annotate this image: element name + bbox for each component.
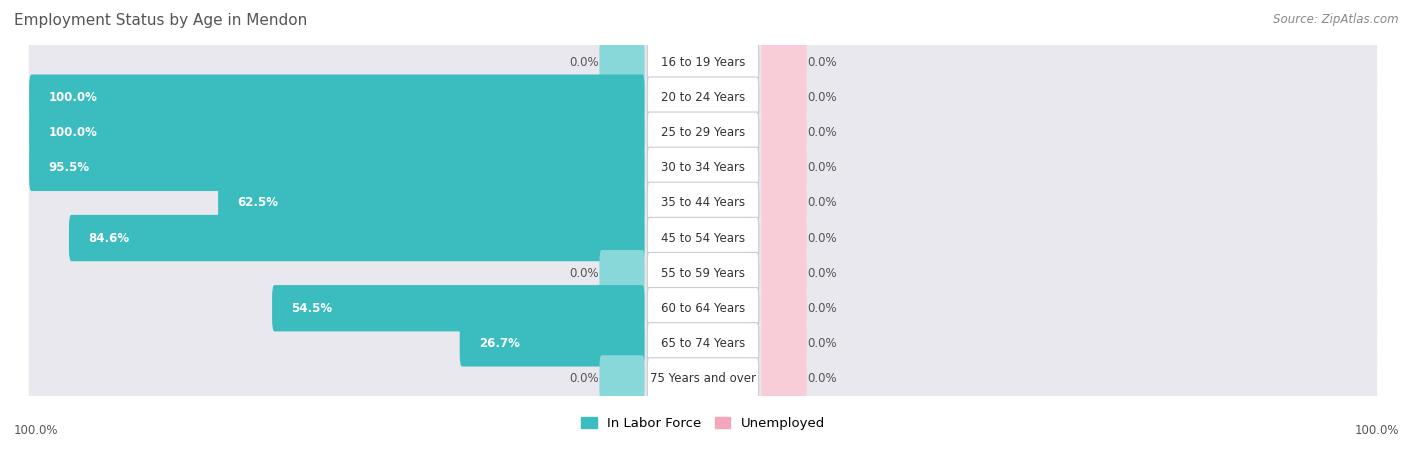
- FancyBboxPatch shape: [28, 244, 1378, 302]
- FancyBboxPatch shape: [599, 356, 644, 401]
- Text: 0.0%: 0.0%: [807, 302, 837, 315]
- Text: 0.0%: 0.0%: [569, 372, 599, 385]
- FancyBboxPatch shape: [69, 215, 644, 261]
- FancyBboxPatch shape: [647, 112, 759, 153]
- FancyBboxPatch shape: [762, 145, 807, 191]
- FancyBboxPatch shape: [647, 358, 759, 399]
- FancyBboxPatch shape: [762, 75, 807, 121]
- FancyBboxPatch shape: [28, 34, 1378, 91]
- Text: 0.0%: 0.0%: [807, 56, 837, 69]
- FancyBboxPatch shape: [647, 252, 759, 294]
- Text: 30 to 34 Years: 30 to 34 Years: [661, 162, 745, 174]
- Text: 95.5%: 95.5%: [48, 162, 90, 174]
- FancyBboxPatch shape: [218, 180, 644, 226]
- Text: Source: ZipAtlas.com: Source: ZipAtlas.com: [1274, 14, 1399, 27]
- Text: 20 to 24 Years: 20 to 24 Years: [661, 91, 745, 104]
- Text: 55 to 59 Years: 55 to 59 Years: [661, 267, 745, 279]
- Text: 100.0%: 100.0%: [48, 126, 97, 139]
- FancyBboxPatch shape: [599, 250, 644, 296]
- FancyBboxPatch shape: [647, 288, 759, 329]
- Text: 0.0%: 0.0%: [807, 232, 837, 244]
- Text: Employment Status by Age in Mendon: Employment Status by Age in Mendon: [14, 14, 308, 28]
- Text: 60 to 64 Years: 60 to 64 Years: [661, 302, 745, 315]
- FancyBboxPatch shape: [762, 320, 807, 366]
- FancyBboxPatch shape: [28, 104, 1378, 162]
- Text: 16 to 19 Years: 16 to 19 Years: [661, 56, 745, 69]
- Text: 0.0%: 0.0%: [569, 56, 599, 69]
- Text: 84.6%: 84.6%: [89, 232, 129, 244]
- Text: 0.0%: 0.0%: [807, 197, 837, 209]
- Text: 0.0%: 0.0%: [807, 267, 837, 279]
- FancyBboxPatch shape: [762, 180, 807, 226]
- FancyBboxPatch shape: [460, 320, 644, 366]
- FancyBboxPatch shape: [30, 145, 644, 191]
- FancyBboxPatch shape: [647, 217, 759, 259]
- Text: 26.7%: 26.7%: [479, 337, 520, 350]
- FancyBboxPatch shape: [28, 69, 1378, 126]
- Text: 62.5%: 62.5%: [238, 197, 278, 209]
- Text: 100.0%: 100.0%: [14, 423, 59, 436]
- FancyBboxPatch shape: [28, 350, 1378, 407]
- FancyBboxPatch shape: [762, 250, 807, 296]
- Text: 35 to 44 Years: 35 to 44 Years: [661, 197, 745, 209]
- FancyBboxPatch shape: [647, 77, 759, 118]
- Text: 75 Years and over: 75 Years and over: [650, 372, 756, 385]
- FancyBboxPatch shape: [647, 323, 759, 364]
- Text: 0.0%: 0.0%: [807, 91, 837, 104]
- Text: 0.0%: 0.0%: [569, 267, 599, 279]
- Text: 0.0%: 0.0%: [807, 162, 837, 174]
- Text: 25 to 29 Years: 25 to 29 Years: [661, 126, 745, 139]
- Text: 0.0%: 0.0%: [807, 126, 837, 139]
- FancyBboxPatch shape: [647, 182, 759, 224]
- Text: 100.0%: 100.0%: [48, 91, 97, 104]
- Text: 0.0%: 0.0%: [807, 337, 837, 350]
- FancyBboxPatch shape: [762, 110, 807, 156]
- FancyBboxPatch shape: [273, 285, 644, 331]
- Legend: In Labor Force, Unemployed: In Labor Force, Unemployed: [575, 411, 831, 435]
- FancyBboxPatch shape: [762, 285, 807, 331]
- FancyBboxPatch shape: [762, 40, 807, 86]
- FancyBboxPatch shape: [599, 40, 644, 86]
- FancyBboxPatch shape: [762, 356, 807, 401]
- FancyBboxPatch shape: [647, 147, 759, 189]
- FancyBboxPatch shape: [28, 139, 1378, 197]
- FancyBboxPatch shape: [28, 174, 1378, 232]
- Text: 65 to 74 Years: 65 to 74 Years: [661, 337, 745, 350]
- FancyBboxPatch shape: [30, 75, 644, 121]
- FancyBboxPatch shape: [30, 110, 644, 156]
- FancyBboxPatch shape: [28, 315, 1378, 372]
- Text: 45 to 54 Years: 45 to 54 Years: [661, 232, 745, 244]
- FancyBboxPatch shape: [28, 209, 1378, 267]
- Text: 0.0%: 0.0%: [807, 372, 837, 385]
- FancyBboxPatch shape: [28, 279, 1378, 337]
- FancyBboxPatch shape: [647, 42, 759, 83]
- Text: 100.0%: 100.0%: [1354, 423, 1399, 436]
- Text: 54.5%: 54.5%: [291, 302, 332, 315]
- FancyBboxPatch shape: [762, 215, 807, 261]
